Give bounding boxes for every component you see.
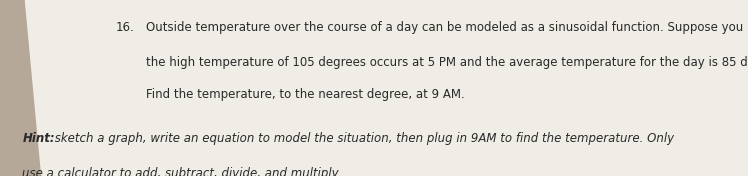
Text: Outside temperature over the course of a day can be modeled as a sinusoidal func: Outside temperature over the course of a…	[146, 21, 748, 34]
Text: Find the temperature, to the nearest degree, at 9 AM.: Find the temperature, to the nearest deg…	[146, 88, 465, 101]
Text: sketch a graph, write an equation to model the situation, then plug in 9AM to fi: sketch a graph, write an equation to mod…	[51, 132, 674, 145]
Text: 16.: 16.	[116, 21, 135, 34]
Text: use a calculator to add, subtract, divide, and multiply.: use a calculator to add, subtract, divid…	[22, 167, 342, 176]
Polygon shape	[0, 0, 41, 176]
FancyBboxPatch shape	[25, 0, 748, 176]
Text: Hint:: Hint:	[22, 132, 55, 145]
Text: the high temperature of 105 degrees occurs at 5 PM and the average temperature f: the high temperature of 105 degrees occu…	[146, 56, 748, 69]
